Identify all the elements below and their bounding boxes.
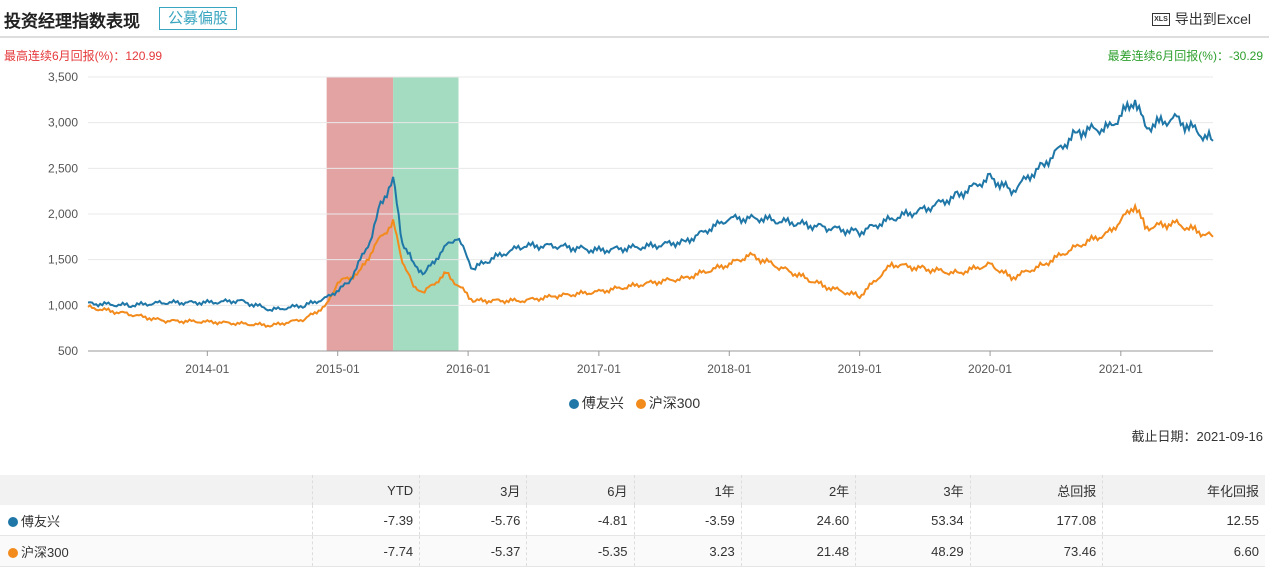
column-header: 3月 [419, 475, 528, 505]
cell-value: -5.35 [526, 535, 635, 567]
as-of-date: 截止日期：2021-09-16 [1131, 429, 1264, 444]
x-tick-label: 2016-01 [446, 362, 490, 376]
table-row: 沪深300 -7.74 -5.37 -5.35 3.23 21.48 48.29 73.46 6… [0, 535, 1265, 567]
cell-value: 177.08 [970, 505, 1104, 536]
cell-value: -5.76 [419, 505, 528, 536]
cell-value: 24.60 [741, 505, 857, 536]
y-tick-label: 1,000 [48, 298, 78, 312]
best-label: 最高连续6月回报(%)： [4, 49, 126, 63]
legend-label: 傅友兴 [581, 395, 624, 411]
xls-file-icon: XLS [1152, 12, 1170, 26]
export-label: 导出到Excel [1174, 11, 1251, 27]
header: 投资经理指数表现 公募偏股 XLS 导出到Excel [0, 0, 1269, 38]
y-tick-label: 3,000 [48, 116, 78, 130]
cell-value: 6.60 [1233, 543, 1259, 559]
x-tick-label: 2019-01 [838, 362, 882, 376]
best-value: 120.99 [125, 49, 163, 63]
worst-6m-return: 最差连续6月回报(%)：-30.29 [1108, 47, 1263, 64]
worst-label: 最差连续6月回报(%)： [1107, 49, 1229, 63]
y-tick-label: 3,500 [48, 70, 78, 84]
worst-value: -30.29 [1228, 49, 1263, 63]
table-header: YTD 3月 6月 1年 2年 3年 总回报 年化回报 [0, 475, 1265, 505]
legend: 傅友兴 沪深300 [0, 393, 1269, 413]
cell-value: -5.37 [419, 535, 528, 567]
cell-value: 48.29 [855, 535, 971, 567]
table-row: 傅友兴 -7.39 -5.76 -4.81 -3.59 24.60 53.34 177.08 1… [0, 505, 1265, 536]
legend-dot [568, 399, 579, 409]
cell-value: 12.55 [1226, 512, 1259, 528]
x-tick-label: 2018-01 [707, 362, 751, 376]
row-label: 沪深300 [21, 544, 69, 560]
cell-value: -3.59 [634, 505, 742, 536]
legend-item-1[interactable]: 沪深300 [635, 395, 701, 411]
x-tick-label: 2017-01 [577, 362, 621, 376]
column-header [0, 475, 313, 505]
column-header: 1年 [634, 475, 742, 505]
column-header: 总回报 [970, 475, 1104, 505]
row-label: 傅友兴 [21, 513, 61, 529]
row-name: 傅友兴 [0, 505, 313, 536]
column-header: 年化回报 [1206, 483, 1259, 499]
cell-value: 3.23 [634, 535, 742, 567]
series-dot [8, 547, 18, 558]
x-tick-label: 2015-01 [316, 362, 360, 376]
column-header: 2年 [741, 475, 857, 505]
y-tick-label: 2,000 [48, 207, 78, 221]
cell-value: -7.39 [312, 505, 421, 536]
cell-value: -7.74 [312, 535, 421, 567]
line-chart: 500 1,000 1,500 2,000 2,500 3,000 3,500 2014-01… [48, 70, 1214, 376]
cell-value: -4.81 [526, 505, 635, 536]
y-tick-label: 500 [58, 344, 78, 358]
legend-label: 沪深300 [648, 395, 701, 411]
series-dot [8, 516, 18, 527]
row-name: 沪深300 [0, 535, 313, 567]
cell-value: 21.48 [741, 535, 857, 567]
series-line-1 [87, 202, 1214, 328]
cell-value: 73.46 [970, 535, 1104, 567]
export-excel-button[interactable]: XLS 导出到Excel [1152, 9, 1251, 29]
page-title: 投资经理指数表现 [4, 12, 140, 31]
x-tick-label: 2014-01 [185, 362, 229, 376]
best-6m-return: 最高连续6月回报(%)：120.99 [4, 47, 162, 64]
legend-dot [635, 399, 646, 409]
y-tick-label: 2,500 [48, 161, 78, 175]
legend-item-0[interactable]: 傅友兴 [568, 395, 624, 411]
column-header: 6月 [526, 475, 635, 505]
x-tick-label: 2020-01 [968, 362, 1012, 376]
series-line-0 [87, 99, 1214, 313]
cell-value: 53.34 [855, 505, 971, 536]
category-tag[interactable]: 公募偏股 [159, 7, 238, 30]
y-tick-label: 1,500 [48, 253, 78, 267]
x-tick-label: 2021-01 [1099, 362, 1143, 376]
column-header: 3年 [855, 475, 971, 505]
returns-table: YTD 3月 6月 1年 2年 3年 总回报 年化回报 傅友兴 -7.39 -5.76 -4.81-… [0, 475, 1265, 567]
column-header: YTD [312, 475, 421, 505]
